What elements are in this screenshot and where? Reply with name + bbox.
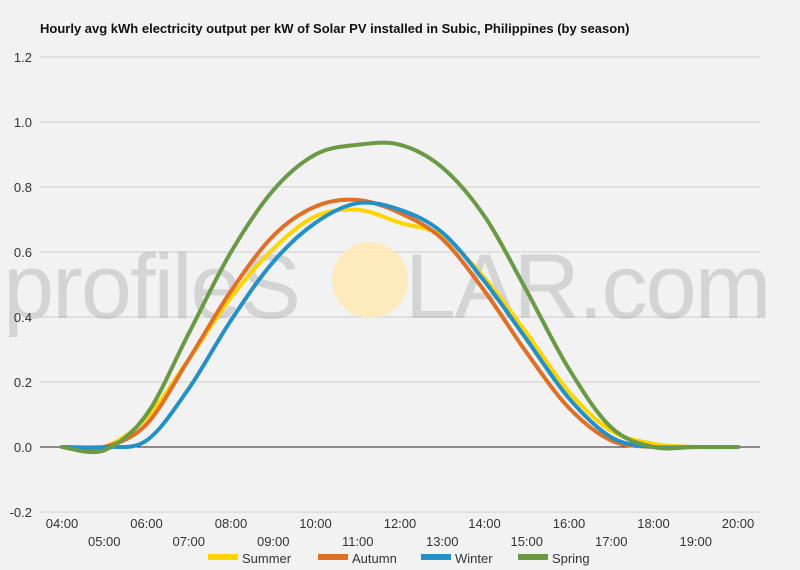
legend-swatch-spring: [518, 554, 548, 560]
watermark: profileS LAR.com: [3, 236, 771, 338]
y-tick-label: 0.6: [14, 245, 32, 260]
x-tick-label: 17:00: [595, 534, 628, 549]
y-tick-label: 0.2: [14, 375, 32, 390]
legend-swatch-autumn: [318, 554, 348, 560]
x-tick-label: 09:00: [257, 534, 290, 549]
legend-label-summer: Summer: [242, 551, 292, 566]
series-line-spring: [60, 140, 740, 455]
y-tick-label: 1.0: [14, 115, 32, 130]
y-tick-label: 0.4: [14, 310, 32, 325]
x-tick-label: 07:00: [172, 534, 205, 549]
x-tick-label: 20:00: [722, 516, 755, 531]
legend-label-spring: Spring: [552, 551, 590, 566]
x-tick-label: 11:00: [342, 534, 374, 549]
legend-swatch-summer: [208, 554, 238, 560]
watermark-text-left: profileS: [3, 236, 299, 338]
chart-title: Hourly avg kWh electricity output per kW…: [40, 21, 629, 36]
legend-swatch-winter: [421, 554, 451, 560]
y-axis-labels: 1.2 1.0 0.8 0.6 0.4 0.2 0.0 -0.2: [10, 50, 32, 520]
y-tick-label: 0.8: [14, 180, 32, 195]
watermark-sun-icon: [332, 242, 408, 318]
watermark-text-right: LAR.com: [405, 236, 769, 338]
y-tick-label: 1.2: [14, 50, 32, 65]
x-tick-label: 10:00: [299, 516, 332, 531]
x-tick-label: 16:00: [553, 516, 586, 531]
x-tick-label: 04:00: [46, 516, 79, 531]
x-tick-label: 05:00: [88, 534, 121, 549]
y-tick-label: -0.2: [10, 505, 32, 520]
legend-label-autumn: Autumn: [352, 551, 397, 566]
x-tick-label: 15:00: [510, 534, 543, 549]
series-lines: [60, 140, 740, 455]
x-tick-label: 19:00: [679, 534, 712, 549]
y-tick-label: 0.0: [14, 440, 32, 455]
series-line-autumn: [60, 197, 740, 451]
x-tick-label: 12:00: [384, 516, 417, 531]
x-tick-label: 13:00: [426, 534, 459, 549]
x-tick-label: 08:00: [215, 516, 248, 531]
x-tick-label: 06:00: [130, 516, 163, 531]
x-axis-labels: 04:00 05:00 06:00 07:00 08:00 09:00 10:00 11:00…: [46, 516, 755, 549]
x-tick-label: 18:00: [637, 516, 670, 531]
x-tick-label: 14:00: [468, 516, 501, 531]
legend: Summer Autumn Winter Spring: [208, 551, 590, 566]
series-line-winter: [60, 200, 740, 450]
legend-label-winter: Winter: [455, 551, 493, 566]
